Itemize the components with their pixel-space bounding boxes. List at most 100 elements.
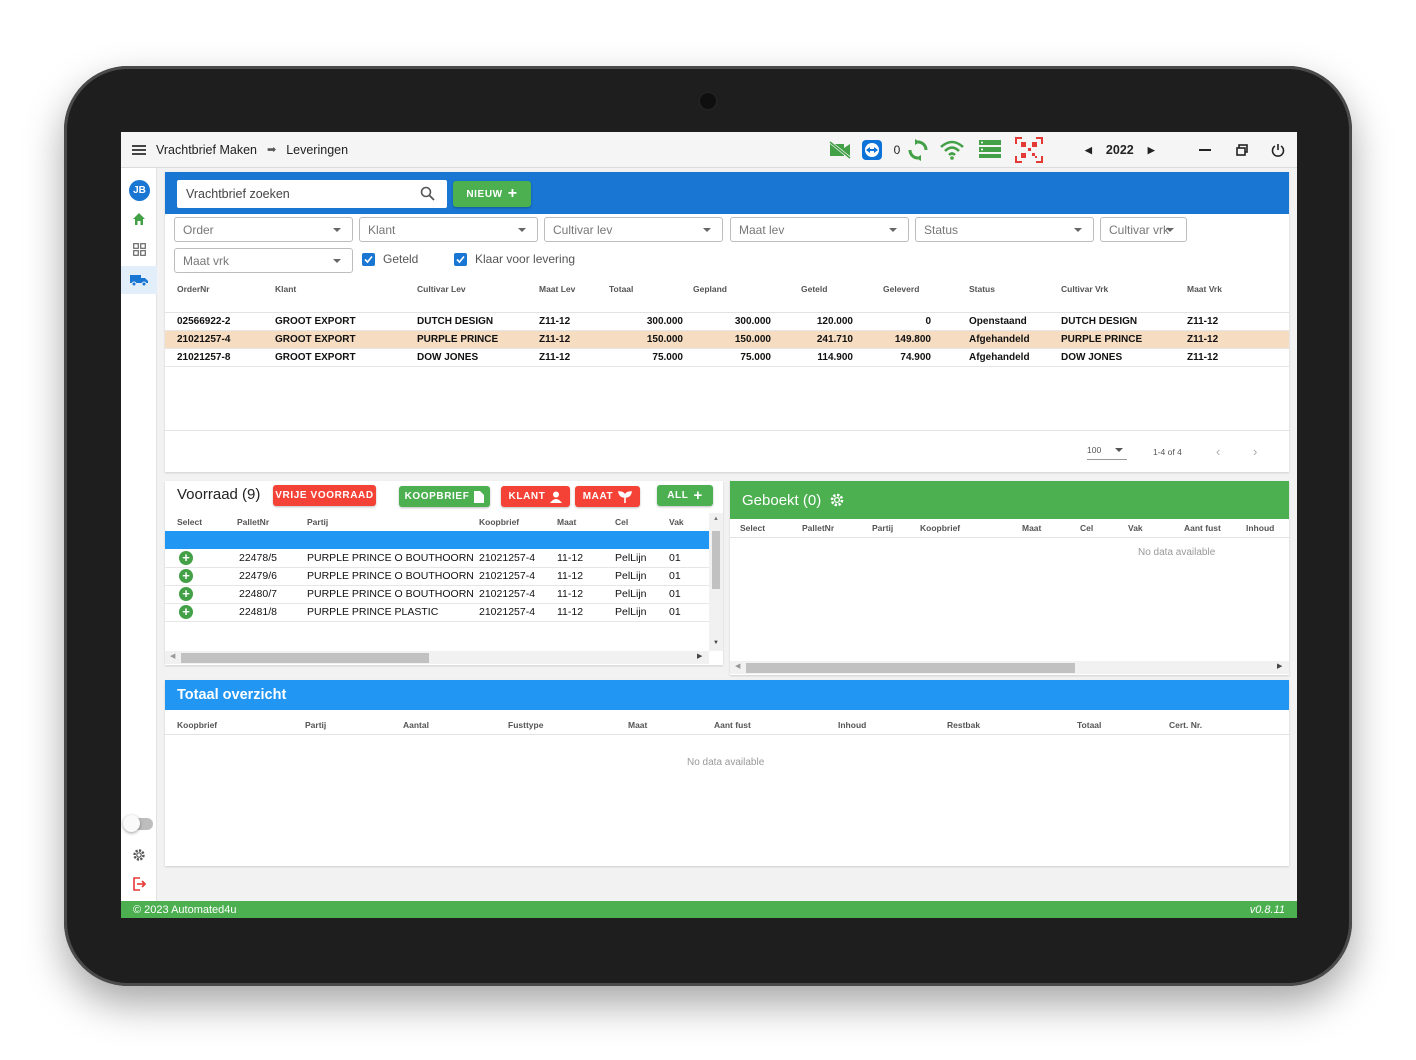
col-totaal[interactable]: Totaal: [1077, 716, 1169, 735]
col-totaal[interactable]: Totaal: [609, 284, 634, 294]
sidebar: JB: [121, 168, 157, 901]
table-row[interactable]: 21021257-4 GROOT EXPORT PURPLE PRINCE Z11-1…: [165, 330, 1289, 349]
search-input[interactable]: Vrachtbrief zoeken: [177, 180, 447, 208]
year-prev-icon[interactable]: ◀: [1085, 144, 1092, 155]
qr-scan-icon[interactable]: [1009, 132, 1049, 168]
year-next-icon[interactable]: ▶: [1147, 144, 1155, 155]
col-aant-fust[interactable]: Aant fust: [714, 716, 838, 735]
col-cel[interactable]: Cel: [1066, 519, 1112, 538]
col-koopbrief[interactable]: Koopbrief: [920, 519, 1008, 538]
horizontal-scrollbar[interactable]: ◀ ▶: [730, 661, 1289, 674]
list-item[interactable]: +22479/6 PURPLE PRINCE O BOUTHOORN 2102125…: [165, 567, 709, 586]
logout-icon[interactable]: [121, 871, 157, 897]
new-button[interactable]: NIEUW +: [453, 181, 531, 207]
theme-toggle[interactable]: [123, 815, 153, 832]
selected-empty-row[interactable]: [165, 531, 709, 549]
breadcrumb-leveringen[interactable]: Leveringen: [286, 142, 349, 157]
col-maat-lev[interactable]: Maat Lev: [539, 284, 576, 294]
col-geteld[interactable]: Geteld: [801, 284, 828, 294]
col-aantal[interactable]: Aantal: [391, 716, 496, 735]
col-cultivar-lev[interactable]: Cultivar Lev: [417, 284, 466, 294]
table-row[interactable]: 21021257-8 GROOT EXPORT DOW JONES Z11-12 75.…: [165, 348, 1289, 367]
gear-icon[interactable]: [829, 492, 845, 508]
grid-icon[interactable]: [121, 236, 157, 262]
col-select[interactable]: Select: [730, 519, 792, 538]
col-inhoud[interactable]: Inhoud: [1240, 519, 1289, 538]
col-palletnr[interactable]: PalletNr: [792, 519, 872, 538]
col-palletnr[interactable]: PalletNr: [237, 517, 270, 527]
power-icon[interactable]: [1265, 132, 1291, 168]
horizontal-scrollbar[interactable]: ◀ ▶: [165, 651, 709, 664]
scrollbar-thumb[interactable]: [181, 653, 429, 663]
col-partij[interactable]: Partij: [872, 519, 920, 538]
table-row[interactable]: 02566922-2 GROOT EXPORT DUTCH DESIGN Z11-12…: [165, 312, 1289, 331]
restore-icon[interactable]: [1229, 132, 1255, 168]
add-circle-icon[interactable]: +: [179, 569, 193, 583]
voorraad-title: Voorraad (9): [177, 486, 261, 503]
filter-cultivar-vrk[interactable]: Cultivar vrk: [1100, 217, 1187, 242]
vertical-scrollbar[interactable]: ▲ ▼: [709, 513, 723, 651]
col-maat-vrk[interactable]: Maat Vrk: [1187, 284, 1222, 294]
col-ordernr[interactable]: OrderNr: [177, 284, 210, 294]
col-cel[interactable]: Cel: [615, 517, 629, 527]
table-cell: PURPLE PRINCE PLASTIC: [307, 603, 479, 622]
all-button[interactable]: ALL +: [657, 485, 713, 506]
home-icon[interactable]: [121, 206, 157, 232]
list-item[interactable]: +22481/8 PURPLE PRINCE PLASTIC 21021257-4 1…: [165, 603, 709, 622]
sync-icon[interactable]: [903, 132, 933, 168]
filter-maat-lev[interactable]: Maat lev: [730, 217, 909, 242]
col-restbak[interactable]: Restbak: [947, 716, 1077, 735]
list-item[interactable]: +22478/5 PURPLE PRINCE O BOUTHOORN 2102125…: [165, 549, 709, 568]
col-koopbrief[interactable]: Koopbrief: [165, 716, 293, 735]
koopbrief-button[interactable]: KOOPBRIEF: [399, 486, 490, 507]
col-geleverd[interactable]: Geleverd: [883, 284, 920, 294]
list-item[interactable]: +22480/7 PURPLE PRINCE O BOUTHOORN 2102125…: [165, 585, 709, 604]
col-maat[interactable]: Maat: [557, 517, 577, 527]
col-maat[interactable]: Maat: [1008, 519, 1066, 538]
col-status[interactable]: Status: [969, 284, 995, 294]
filter-status[interactable]: Status: [915, 217, 1094, 242]
truck-icon[interactable]: [121, 266, 157, 294]
filter-cultivar-lev[interactable]: Cultivar lev: [544, 217, 723, 242]
checkbox-klaar-voor-levering[interactable]: Klaar voor levering: [454, 252, 575, 266]
col-gepland[interactable]: Gepland: [693, 284, 728, 294]
camera-off-icon[interactable]: [827, 132, 853, 168]
col-cultivar-vrk[interactable]: Cultivar Vrk: [1061, 284, 1109, 294]
filter-maat-vrk[interactable]: Maat vrk: [174, 248, 353, 273]
prev-page-icon[interactable]: ‹: [1216, 444, 1221, 459]
status-icons: 0: [827, 132, 1049, 168]
add-circle-icon[interactable]: +: [179, 587, 193, 601]
search-icon[interactable]: [420, 186, 435, 201]
breadcrumb-vrachtbrief[interactable]: Vrachtbrief Maken: [156, 142, 257, 157]
filter-klant[interactable]: Klant: [359, 217, 538, 242]
col-cert-nr[interactable]: Cert. Nr.: [1169, 716, 1289, 735]
table-cell: DOW JONES: [1047, 348, 1170, 367]
teamviewer-icon[interactable]: [853, 132, 891, 168]
klant-button[interactable]: KLANT: [501, 486, 570, 507]
col-vak[interactable]: Vak: [1112, 519, 1164, 538]
col-partij[interactable]: Partij: [293, 716, 391, 735]
col-inhoud[interactable]: Inhoud: [838, 716, 947, 735]
col-partij[interactable]: Partij: [307, 517, 329, 527]
checkbox-geteld[interactable]: Geteld: [362, 252, 418, 266]
gear-icon[interactable]: [121, 842, 157, 868]
add-circle-icon[interactable]: +: [179, 550, 193, 565]
col-maat[interactable]: Maat: [628, 716, 714, 735]
col-koopbrief[interactable]: Koopbrief: [479, 517, 520, 527]
minimize-icon[interactable]: [1192, 132, 1218, 168]
col-fusttype[interactable]: Fusttype: [496, 716, 628, 735]
col-select[interactable]: Select: [177, 517, 203, 527]
scrollbar-thumb[interactable]: [712, 531, 720, 589]
avatar[interactable]: JB: [129, 180, 150, 201]
vrije-voorraad-button[interactable]: VRIJE VOORRAAD: [273, 485, 376, 506]
col-vak[interactable]: Vak: [669, 517, 684, 527]
filter-order[interactable]: Order: [174, 217, 353, 242]
add-circle-icon[interactable]: +: [179, 605, 193, 619]
next-page-icon[interactable]: ›: [1253, 444, 1258, 459]
col-aant-fust[interactable]: Aant fust: [1164, 519, 1240, 538]
maat-button[interactable]: MAAT: [575, 486, 640, 507]
rows-per-page-select[interactable]: 100: [1087, 445, 1127, 460]
scrollbar-thumb[interactable]: [746, 663, 1075, 673]
col-klant[interactable]: Klant: [275, 284, 297, 294]
menu-icon[interactable]: [132, 143, 146, 157]
